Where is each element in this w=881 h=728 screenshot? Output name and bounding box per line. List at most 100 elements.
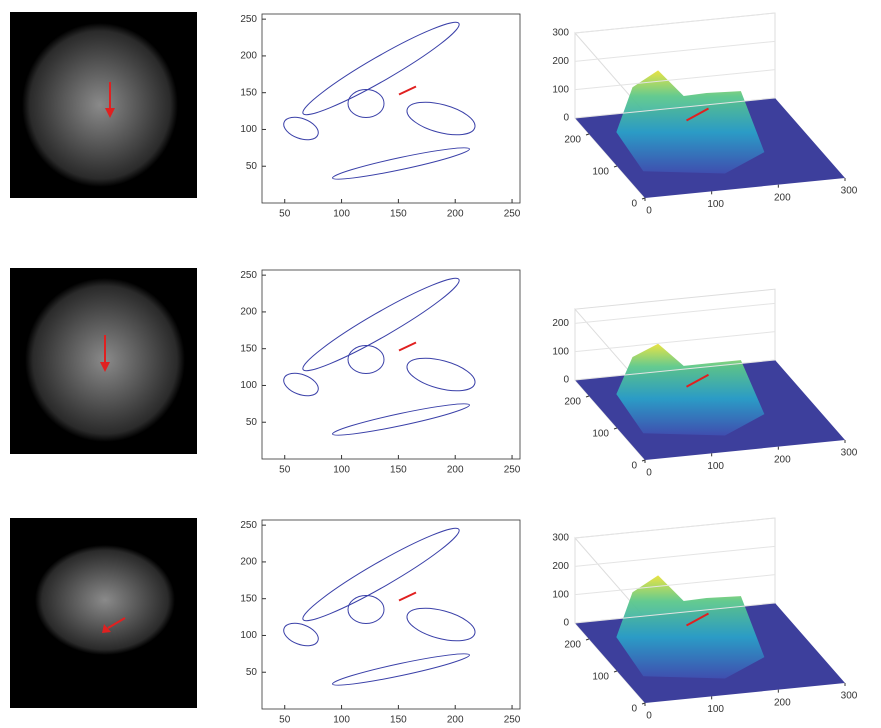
y-tick-label: 0 <box>631 199 637 210</box>
contour-line <box>302 527 460 622</box>
y-tick-label: 200 <box>564 135 581 146</box>
contour-line <box>347 89 385 118</box>
plot-area <box>261 269 521 460</box>
x-tick-label: 100 <box>333 715 350 726</box>
y-tick-label: 50 <box>246 667 258 678</box>
y-tick-label: 100 <box>240 124 257 135</box>
z-grid-line <box>574 359 776 381</box>
contour-line <box>332 653 470 686</box>
contour-line <box>302 21 460 116</box>
y-tick <box>585 395 590 398</box>
y-tick-label: 200 <box>240 51 257 62</box>
y-tick <box>585 133 590 136</box>
x-tick-label: 300 <box>841 448 858 459</box>
x-tick-label: 0 <box>646 468 652 479</box>
contour-line <box>347 345 385 374</box>
x-tick-label: 100 <box>333 209 350 220</box>
contour-line <box>332 403 470 436</box>
arrow <box>107 617 126 629</box>
y-tick <box>613 427 618 430</box>
z-tick-label: 200 <box>552 561 569 572</box>
plot-area <box>261 519 521 710</box>
y-tick-label: 200 <box>564 640 581 651</box>
x-tick-label: 150 <box>390 715 407 726</box>
x-tick-label: 0 <box>646 711 652 722</box>
z-grid-line <box>574 69 776 91</box>
arrow <box>398 85 417 96</box>
contour-line <box>347 595 385 624</box>
y-tick <box>641 702 646 705</box>
z-grid-line <box>574 574 776 596</box>
mri-slice <box>35 545 175 655</box>
y-tick-label: 0 <box>631 704 637 715</box>
x-tick-label: 200 <box>774 454 791 465</box>
y-tick <box>585 638 590 641</box>
z-tick-label: 200 <box>552 318 569 329</box>
z-grid-line <box>574 302 776 324</box>
contour-line <box>283 116 319 141</box>
z-tick-label: 100 <box>552 589 569 600</box>
contour-line <box>406 101 476 136</box>
mri-images <box>10 12 197 708</box>
contour-line <box>283 372 319 397</box>
x-tick-label: 300 <box>841 186 858 197</box>
surface <box>616 70 765 174</box>
y-tick-label: 100 <box>592 672 609 683</box>
z-tick-label: 0 <box>563 618 569 629</box>
y-tick-label: 150 <box>240 593 257 604</box>
z-grid-line <box>574 602 776 624</box>
x-tick-label: 100 <box>707 199 724 210</box>
arrow-head <box>105 108 115 118</box>
z-grid-line <box>574 12 776 34</box>
x-tick-label: 200 <box>447 715 464 726</box>
y-tick-label: 150 <box>240 87 257 98</box>
y-tick-label: 150 <box>240 343 257 354</box>
y-tick-label: 250 <box>240 270 257 281</box>
y-tick-label: 100 <box>240 380 257 391</box>
z-grid-line <box>574 40 776 62</box>
z-tick-label: 300 <box>552 533 569 544</box>
y-tick-label: 250 <box>240 520 257 531</box>
y-tick-label: 50 <box>246 161 258 172</box>
z-tick-label: 300 <box>552 28 569 39</box>
arrow <box>686 107 709 122</box>
x-tick-label: 50 <box>279 465 291 476</box>
x-tick-label: 100 <box>333 465 350 476</box>
y-tick <box>613 165 618 168</box>
x-tick-label: 200 <box>447 465 464 476</box>
mri-slice <box>22 23 178 187</box>
arrow-head <box>102 624 111 633</box>
contour-line <box>332 147 470 180</box>
z-grid-line <box>574 331 776 353</box>
contour-line <box>406 357 476 392</box>
y-tick-label: 0 <box>631 461 637 472</box>
y-tick-label: 50 <box>246 417 258 428</box>
arrow <box>686 373 709 388</box>
y-tick-label: 100 <box>592 429 609 440</box>
y-tick <box>641 459 646 462</box>
y-tick-label: 100 <box>240 630 257 641</box>
y-tick <box>641 197 646 200</box>
surface <box>616 575 765 679</box>
z-tick-label: 100 <box>552 346 569 357</box>
x-tick-label: 150 <box>390 465 407 476</box>
y-tick <box>613 670 618 673</box>
contour-line <box>406 607 476 642</box>
z-tick-label: 0 <box>563 375 569 386</box>
x-tick-label: 250 <box>504 209 521 220</box>
x-tick-label: 100 <box>707 461 724 472</box>
x-tick-label: 200 <box>447 209 464 220</box>
arrow-head <box>100 362 110 372</box>
x-tick-label: 0 <box>646 206 652 217</box>
y-tick-label: 200 <box>240 557 257 568</box>
x-tick-label: 100 <box>707 704 724 715</box>
x-tick-label: 300 <box>841 691 858 702</box>
contour-line <box>302 277 460 372</box>
x-tick-label: 50 <box>279 715 291 726</box>
contour-line <box>283 622 319 647</box>
z-grid-line <box>574 97 776 119</box>
x-tick-label: 200 <box>774 697 791 708</box>
x-tick-label: 200 <box>774 192 791 203</box>
z-tick-label: 200 <box>552 56 569 67</box>
